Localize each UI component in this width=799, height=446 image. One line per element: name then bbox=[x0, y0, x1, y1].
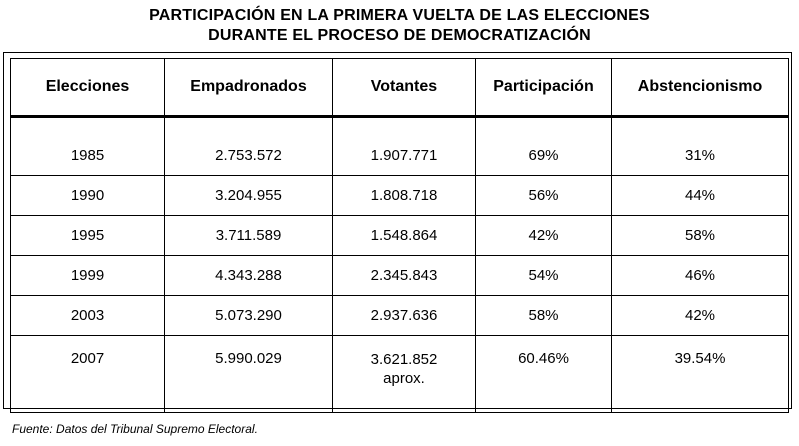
cell-empadronados: 4.343.288 bbox=[164, 255, 333, 296]
spacer-cell bbox=[475, 116, 612, 136]
cell-year: 1990 bbox=[10, 175, 165, 216]
cell-empadronados: 3.204.955 bbox=[164, 175, 333, 216]
table-spacer-row bbox=[10, 116, 789, 136]
table-header-row: Elecciones Empadronados Votantes Partici… bbox=[10, 58, 789, 118]
cell-empadronados: 2.753.572 bbox=[164, 136, 333, 176]
cell-abstencionismo: 44% bbox=[611, 175, 789, 216]
cell-year: 2007 bbox=[10, 335, 165, 413]
cell-participacion: 69% bbox=[475, 136, 612, 176]
cell-year: 1985 bbox=[10, 136, 165, 176]
cell-votantes: 2.937.636 bbox=[332, 295, 476, 336]
cell-empadronados: 5.990.029 bbox=[164, 335, 333, 413]
cell-abstencionismo: 42% bbox=[611, 295, 789, 336]
cell-year: 2003 bbox=[10, 295, 165, 336]
header-participacion: Participación bbox=[475, 58, 612, 118]
title-line-1: PARTICIPACIÓN EN LA PRIMERA VUELTA DE LA… bbox=[149, 7, 650, 24]
table-row: 2007 5.990.029 3.621.852 aprox. 60.46% 3… bbox=[10, 335, 789, 413]
cell-participacion: 58% bbox=[475, 295, 612, 336]
cell-votantes-value: 3.621.852 bbox=[370, 351, 438, 368]
spacer-cell bbox=[332, 116, 476, 136]
cell-abstencionismo: 31% bbox=[611, 136, 789, 176]
cell-abstencionismo: 39.54% bbox=[611, 335, 789, 413]
table-row: 2003 5.073.290 2.937.636 58% 42% bbox=[10, 295, 789, 336]
spacer-cell bbox=[611, 116, 789, 136]
cell-abstencionismo: 46% bbox=[611, 255, 789, 296]
cell-participacion: 60.46% bbox=[475, 335, 612, 413]
cell-abstencionismo: 58% bbox=[611, 215, 789, 256]
cell-votantes-note: aprox. bbox=[383, 370, 425, 387]
spacer-cell bbox=[10, 116, 165, 136]
page-title: PARTICIPACIÓN EN LA PRIMERA VUELTA DE LA… bbox=[0, 6, 799, 46]
header-abstencionismo: Abstencionismo bbox=[611, 58, 789, 118]
cell-empadronados: 5.073.290 bbox=[164, 295, 333, 336]
source-note: Fuente: Datos del Tribunal Supremo Elect… bbox=[12, 422, 258, 436]
spacer-cell bbox=[164, 116, 333, 136]
cell-year: 1995 bbox=[10, 215, 165, 256]
cell-votantes: 1.548.864 bbox=[332, 215, 476, 256]
elections-table: Elecciones Empadronados Votantes Partici… bbox=[10, 58, 789, 413]
header-votantes: Votantes bbox=[332, 58, 476, 118]
header-elecciones: Elecciones bbox=[10, 58, 165, 118]
table-row: 1990 3.204.955 1.808.718 56% 44% bbox=[10, 175, 789, 216]
cell-votantes: 1.808.718 bbox=[332, 175, 476, 216]
cell-votantes: 2.345.843 bbox=[332, 255, 476, 296]
cell-votantes: 1.907.771 bbox=[332, 136, 476, 176]
cell-empadronados: 3.711.589 bbox=[164, 215, 333, 256]
cell-participacion: 42% bbox=[475, 215, 612, 256]
table-row: 1999 4.343.288 2.345.843 54% 46% bbox=[10, 255, 789, 296]
header-empadronados: Empadronados bbox=[164, 58, 333, 118]
cell-participacion: 54% bbox=[475, 255, 612, 296]
cell-participacion: 56% bbox=[475, 175, 612, 216]
table-row: 1985 2.753.572 1.907.771 69% 31% bbox=[10, 136, 789, 176]
cell-year: 1999 bbox=[10, 255, 165, 296]
table-row: 1995 3.711.589 1.548.864 42% 58% bbox=[10, 215, 789, 256]
title-line-2: DURANTE EL PROCESO DE DEMOCRATIZACIÓN bbox=[208, 27, 591, 44]
cell-votantes: 3.621.852 aprox. bbox=[332, 335, 476, 413]
